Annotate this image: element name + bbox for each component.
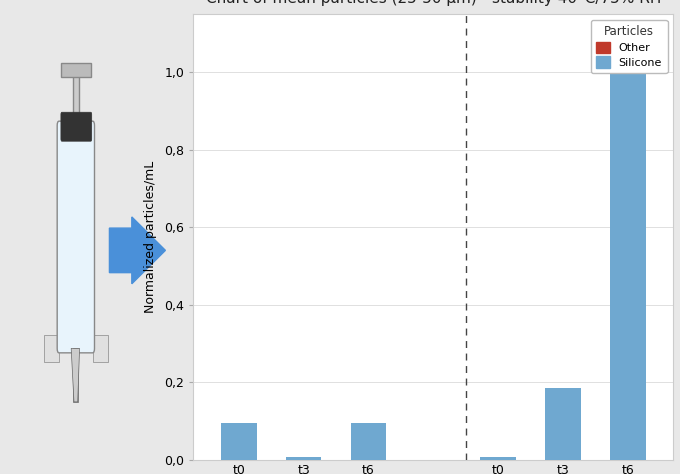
FancyBboxPatch shape [57,121,95,353]
Legend: Other, Silicone: Other, Silicone [591,20,668,73]
Bar [92,335,107,362]
FancyBboxPatch shape [61,112,92,141]
FancyArrow shape [109,217,165,284]
Bar [61,63,90,77]
Bar [480,456,516,460]
Y-axis label: Normalized particles/mL: Normalized particles/mL [144,161,157,313]
Bar [286,456,322,460]
Bar [610,41,645,73]
Bar [351,423,386,460]
Bar [545,388,581,460]
Polygon shape [71,348,80,402]
Bar [73,72,79,126]
Bar [73,348,78,402]
Bar [44,335,59,362]
Bar [221,423,256,460]
Title: Chart of mean particles (25-50 μm) - stability 40°C/75% RH: Chart of mean particles (25-50 μm) - sta… [205,0,661,6]
Bar [610,73,645,460]
